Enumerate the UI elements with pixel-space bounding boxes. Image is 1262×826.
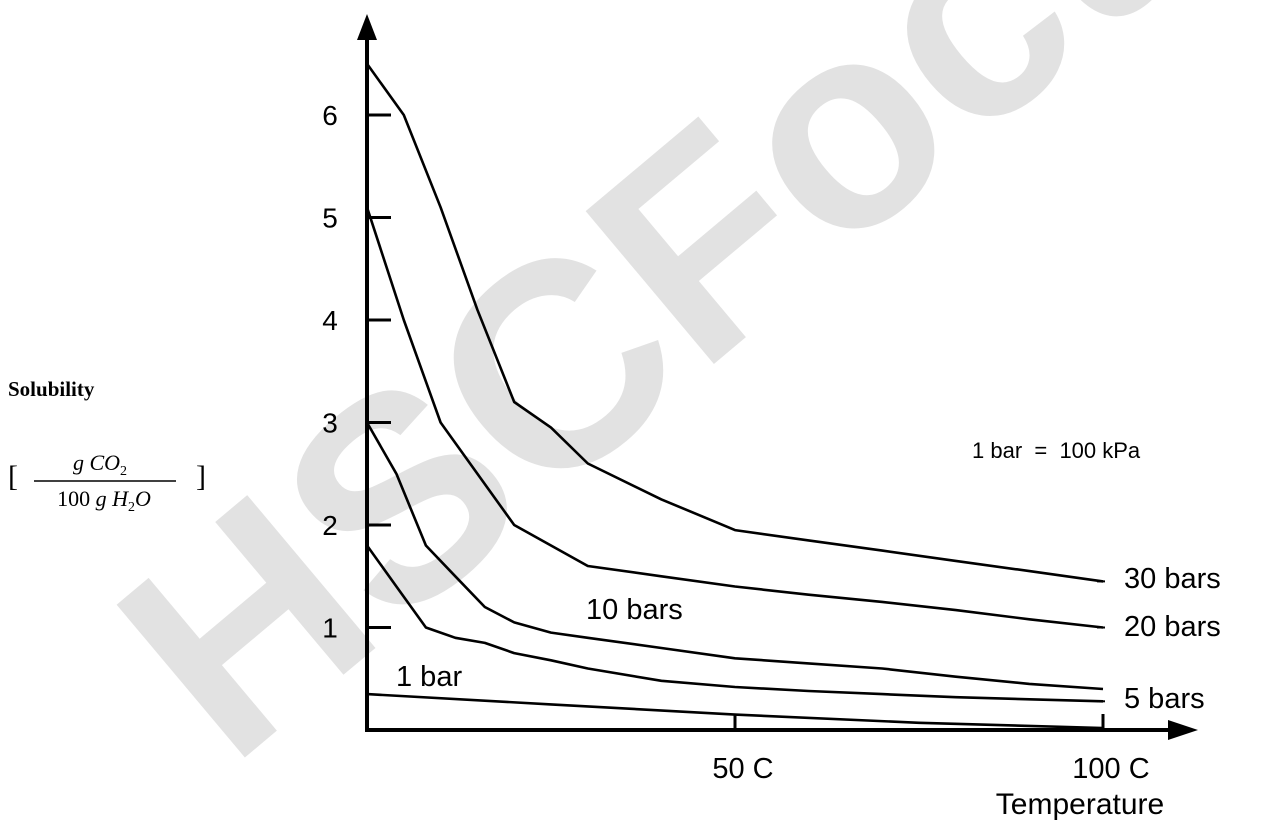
series-line-1-bar [366, 692, 1104, 730]
y-ticks: 1 2 3 4 5 6 [322, 100, 391, 644]
y-axis-arrowhead [357, 14, 377, 40]
y-tick-label: 4 [322, 305, 338, 336]
x-tick-label: 100 C [1072, 753, 1149, 785]
y-tick-label: 1 [322, 613, 338, 644]
watermark: HSCFocus [62, 0, 1262, 817]
watermark-text: HSCFocus [62, 0, 1262, 817]
series-line-30-bars [365, 63, 1104, 583]
y-tick-label: 2 [322, 510, 338, 541]
series-labels: 30 bars 20 bars 10 bars 5 bars 1 bar [396, 563, 1221, 715]
unit-denominator: 100 g H2O [57, 486, 151, 515]
y-axis-unit: [ g CO2 100 g H2O ] [8, 450, 206, 515]
unit-open-bracket: [ [8, 460, 18, 493]
series-label-30-bars: 30 bars [1124, 563, 1221, 595]
unit-close-bracket: ] [196, 460, 206, 493]
series-line-5-bars [365, 544, 1104, 703]
y-tick-label: 5 [322, 203, 338, 234]
series-lines [365, 63, 1105, 730]
series-line-10-bars [365, 421, 1104, 691]
y-tick-label: 3 [322, 408, 338, 439]
unit-numerator: g CO2 [73, 450, 127, 479]
x-tick-label: 50 C [712, 753, 773, 785]
x-axis-title: Temperature [996, 788, 1164, 821]
series-label-20-bars: 20 bars [1124, 611, 1221, 643]
series-line-20-bars [365, 206, 1104, 629]
y-tick-label: 6 [322, 100, 338, 131]
pressure-conversion-note: 1 bar = 100 kPa [972, 438, 1141, 463]
y-axis-title: Solubility [8, 377, 95, 401]
series-label-10-bars: 10 bars [586, 594, 683, 626]
x-axis-arrowhead [1168, 720, 1198, 740]
x-ticks: 50 C 100 C [712, 714, 1150, 785]
series-label-1-bar: 1 bar [396, 661, 462, 693]
series-label-5-bars: 5 bars [1124, 683, 1205, 715]
axes [357, 14, 1198, 740]
